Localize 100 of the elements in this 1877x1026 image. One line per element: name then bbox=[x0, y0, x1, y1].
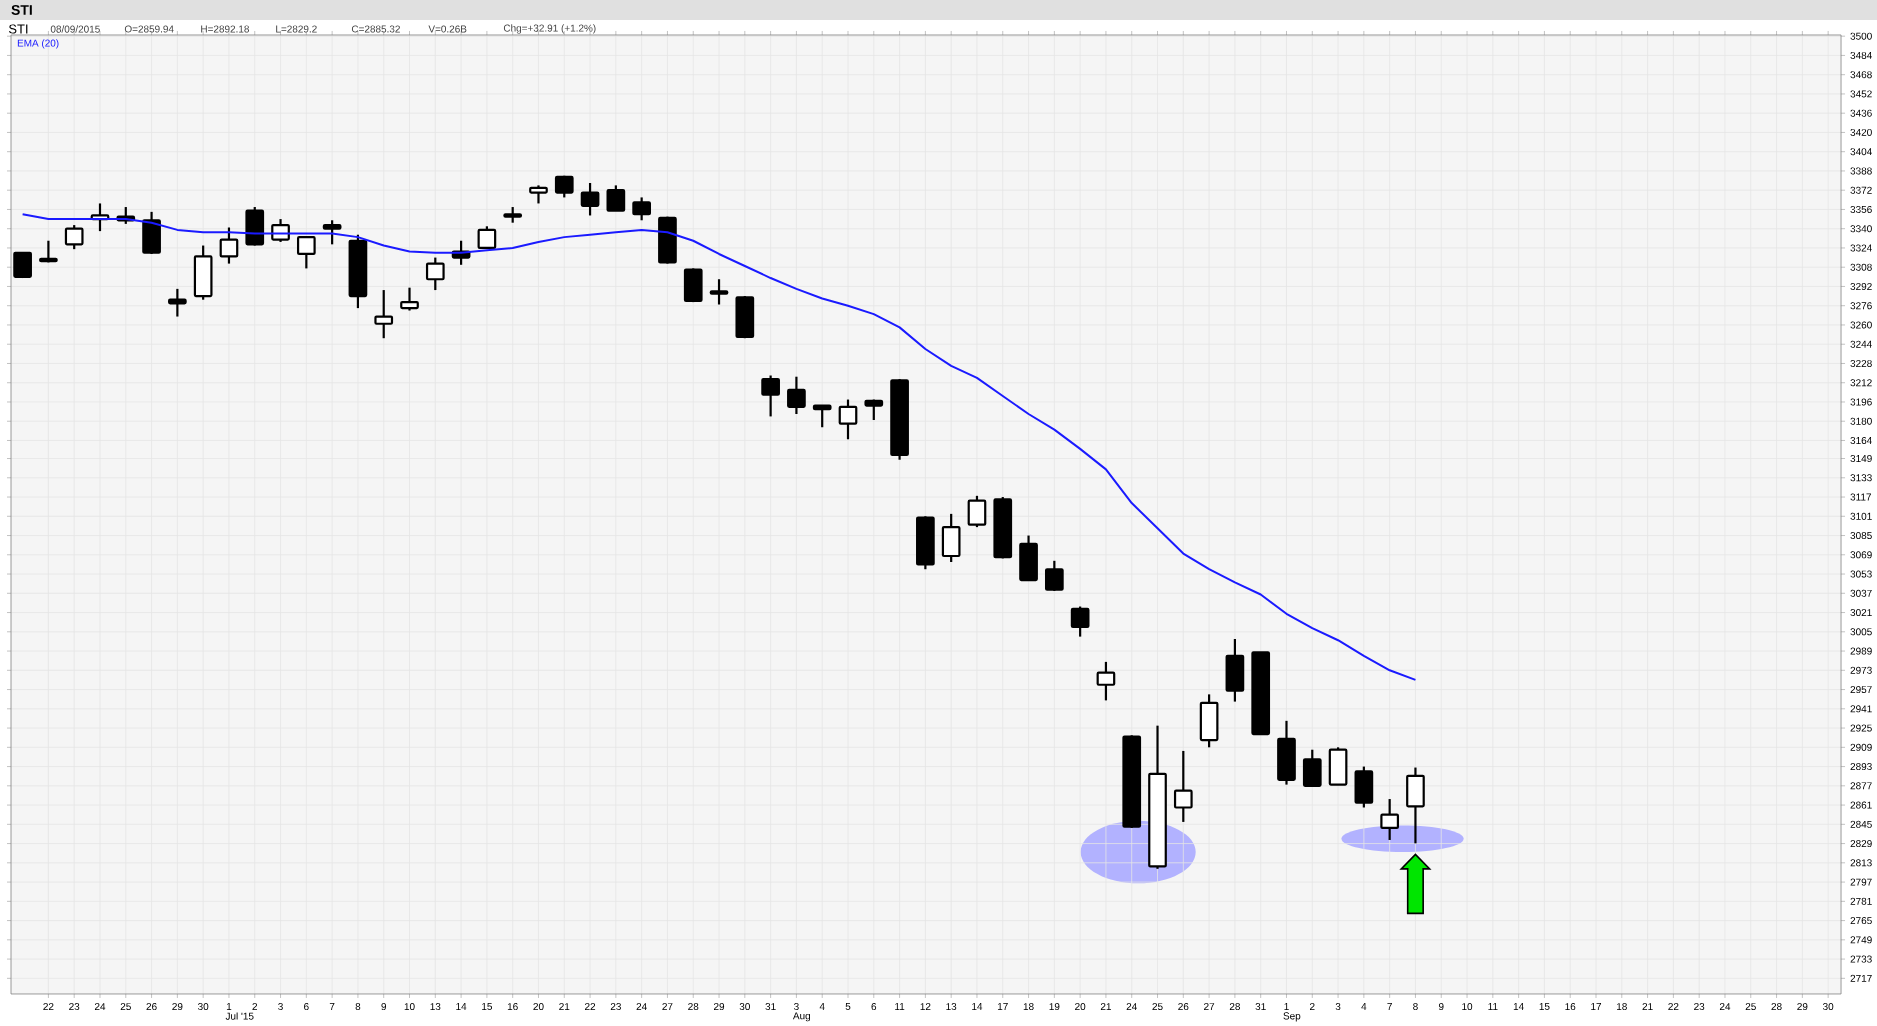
x-tick-label: 11 bbox=[895, 1003, 905, 1010]
text: Jul '15 bbox=[225, 1012, 254, 1020]
y-tick-label: 2989 bbox=[1850, 647, 1872, 655]
y-tick-label: 3133 bbox=[1850, 474, 1872, 482]
x-tick-label: 1 bbox=[1284, 1003, 1289, 1010]
x-tick-label: 5 bbox=[845, 1003, 851, 1010]
y-tick-label: 3452 bbox=[1850, 90, 1872, 98]
text: STI bbox=[9, 24, 28, 34]
y-tick-label: 2781 bbox=[1850, 897, 1872, 905]
x-tick-label: 22 bbox=[43, 1003, 54, 1010]
y-tick-label: 3276 bbox=[1850, 302, 1872, 310]
x-tick-label: 21 bbox=[1642, 1003, 1653, 1010]
y-tick-label: 3085 bbox=[1850, 532, 1872, 540]
x-tick-label: 7 bbox=[1387, 1003, 1392, 1010]
y-tick-label: 3196 bbox=[1850, 398, 1872, 406]
x-tick-label: 8 bbox=[355, 1003, 361, 1011]
y-tick-label: 2909 bbox=[1850, 743, 1872, 751]
text: C=2885.32 bbox=[351, 25, 400, 33]
x-tick-label: 29 bbox=[172, 1003, 183, 1011]
text: Chg=+32.91 (+1.2%) bbox=[503, 24, 596, 34]
x-tick-label: 30 bbox=[739, 1003, 750, 1011]
candlestick bbox=[1044, 559, 1064, 592]
y-tick-label: 3117 bbox=[1850, 493, 1871, 501]
y-tick-label: 3260 bbox=[1850, 321, 1872, 329]
x-tick-label: 26 bbox=[146, 1003, 157, 1011]
x-tick-label: 14 bbox=[456, 1003, 467, 1010]
y-tick-label: 3468 bbox=[1850, 71, 1872, 79]
y-tick-label: 3149 bbox=[1850, 454, 1872, 463]
x-tick-label: 28 bbox=[1229, 1003, 1241, 1011]
candlestick bbox=[606, 184, 626, 212]
x-tick-label: 24 bbox=[636, 1003, 647, 1010]
y-tick-label: 2797 bbox=[1850, 878, 1872, 886]
candlestick bbox=[838, 398, 858, 441]
text: O=2859.94 bbox=[124, 25, 174, 33]
x-tick-label: 24 bbox=[94, 1003, 106, 1010]
y-tick-label: 2925 bbox=[1850, 724, 1872, 732]
candlestick bbox=[296, 236, 316, 270]
x-tick-label: 26 bbox=[1178, 1003, 1189, 1011]
x-tick-label: 3 bbox=[278, 1003, 283, 1011]
candlestick bbox=[580, 181, 600, 217]
y-tick-label: 3436 bbox=[1850, 109, 1872, 117]
y-tick-label: 2845 bbox=[1850, 820, 1872, 828]
candlestick bbox=[400, 286, 419, 312]
x-tick-label: 3 bbox=[794, 1003, 799, 1011]
y-tick-label: 3292 bbox=[1850, 282, 1872, 290]
chart-title: STI bbox=[11, 5, 32, 15]
x-tick-label: 29 bbox=[713, 1003, 725, 1011]
x-tick-label: 20 bbox=[533, 1003, 544, 1011]
x-tick-label: 31 bbox=[1255, 1003, 1266, 1011]
text: V=0.26B bbox=[428, 25, 467, 33]
y-tick-label: 2893 bbox=[1850, 763, 1872, 771]
x-tick-label: 19 bbox=[1049, 1003, 1060, 1011]
x-tick-label: 21 bbox=[559, 1003, 570, 1010]
x-tick-label: 22 bbox=[1668, 1003, 1679, 1010]
x-tick-label: 24 bbox=[1719, 1003, 1731, 1010]
y-tick-label: 2941 bbox=[1850, 705, 1872, 713]
x-tick-label: 3 bbox=[1335, 1003, 1341, 1011]
y-tick-label: 2957 bbox=[1850, 686, 1872, 694]
text: Aug bbox=[792, 1012, 811, 1022]
x-tick-label: 6 bbox=[871, 1003, 877, 1011]
x-tick-label: 12 bbox=[920, 1003, 931, 1010]
x-tick-label: 23 bbox=[610, 1003, 621, 1011]
x-tick-label: 10 bbox=[404, 1003, 415, 1011]
candlestick bbox=[1070, 605, 1090, 638]
y-tick-label: 3212 bbox=[1850, 379, 1872, 387]
y-tick-label: 2861 bbox=[1850, 801, 1872, 809]
y-tick-label: 2717 bbox=[1850, 974, 1872, 982]
x-tick-label: 13 bbox=[946, 1003, 957, 1011]
x-tick-label: 28 bbox=[1771, 1003, 1782, 1011]
y-tick-label: 3005 bbox=[1850, 628, 1872, 636]
x-tick-label: 13 bbox=[430, 1003, 441, 1011]
candlestick bbox=[632, 196, 652, 222]
y-tick-label: 2749 bbox=[1850, 936, 1872, 944]
x-tick-label: 20 bbox=[1075, 1003, 1086, 1011]
candlestick bbox=[64, 223, 84, 251]
x-tick-label: 18 bbox=[1617, 1003, 1627, 1011]
x-tick-label: 27 bbox=[662, 1003, 673, 1010]
y-tick-label: 3101 bbox=[1850, 512, 1872, 520]
y-tick-label: 3420 bbox=[1850, 128, 1872, 136]
candlestick bbox=[1380, 797, 1400, 842]
x-tick-label: 21 bbox=[1100, 1003, 1111, 1010]
y-tick-label: 3404 bbox=[1850, 148, 1872, 156]
y-tick-label: 2733 bbox=[1850, 955, 1872, 963]
text: EMA (20) bbox=[17, 39, 59, 49]
x-tick-label: 23 bbox=[69, 1003, 80, 1011]
x-tick-label: 25 bbox=[1745, 1003, 1756, 1011]
text: Sep bbox=[1283, 1012, 1301, 1022]
candlestick bbox=[219, 226, 239, 265]
y-tick-label: 3164 bbox=[1850, 436, 1872, 444]
y-tick-label: 3308 bbox=[1850, 263, 1872, 271]
y-tick-label: 2765 bbox=[1850, 917, 1872, 925]
x-tick-label: 16 bbox=[507, 1003, 518, 1011]
x-tick-label: 7 bbox=[329, 1003, 335, 1010]
y-tick-label: 3053 bbox=[1850, 570, 1872, 578]
x-tick-label: 23 bbox=[1694, 1003, 1705, 1011]
x-tick-label: 17 bbox=[1591, 1003, 1602, 1010]
text: 08/09/2015 bbox=[50, 25, 100, 33]
y-tick-label: 2813 bbox=[1850, 859, 1872, 867]
candlestick bbox=[374, 288, 394, 340]
x-tick-label: 25 bbox=[1152, 1003, 1163, 1011]
